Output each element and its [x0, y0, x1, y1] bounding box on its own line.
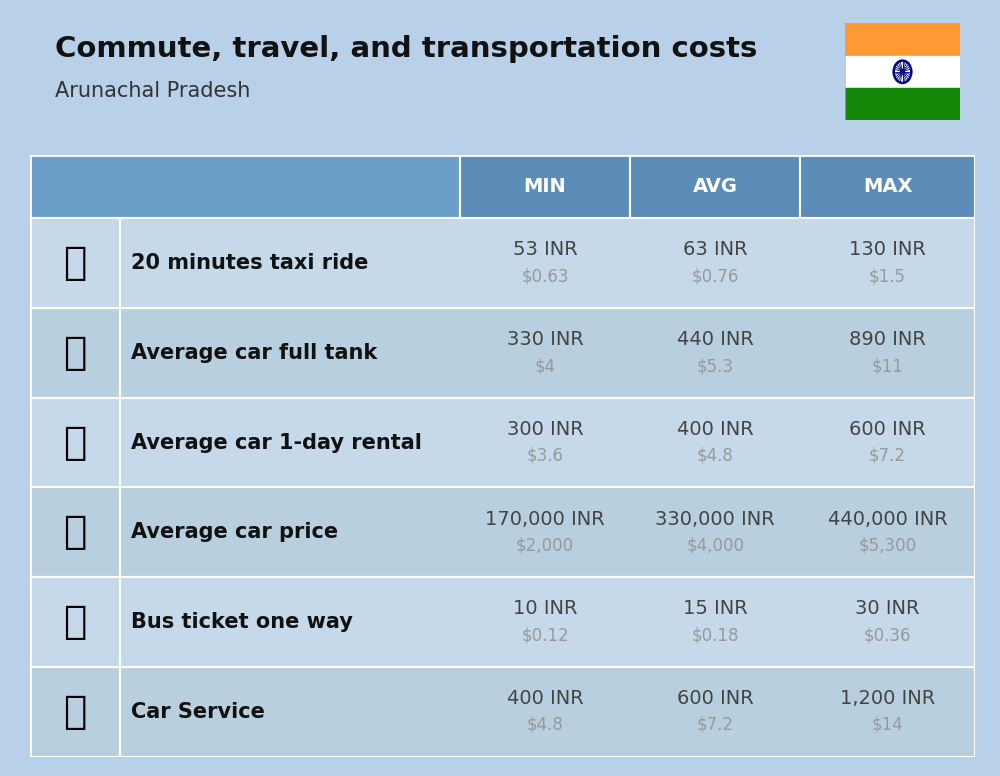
Text: 330,000 INR: 330,000 INR	[655, 510, 775, 528]
Bar	[845, 56, 960, 88]
Bar	[30, 308, 975, 398]
Bar	[845, 23, 960, 56]
Text: $4.8: $4.8	[527, 716, 563, 734]
Text: 15 INR: 15 INR	[683, 599, 748, 618]
Text: 440 INR: 440 INR	[677, 330, 754, 349]
Bar	[800, 155, 975, 218]
Text: $14: $14	[872, 716, 903, 734]
Text: $5.3: $5.3	[697, 357, 734, 375]
Text: 20 minutes taxi ride: 20 minutes taxi ride	[131, 253, 368, 273]
Text: $7.2: $7.2	[869, 447, 906, 465]
Text: 30 INR: 30 INR	[855, 599, 920, 618]
Text: Arunachal Pradesh: Arunachal Pradesh	[55, 81, 250, 102]
Text: 1,200 INR: 1,200 INR	[840, 689, 935, 708]
Text: 600 INR: 600 INR	[677, 689, 754, 708]
Text: 300 INR: 300 INR	[507, 420, 583, 439]
Text: 400 INR: 400 INR	[507, 689, 583, 708]
Text: 🚕: 🚕	[63, 244, 87, 282]
Text: $0.63: $0.63	[521, 268, 569, 286]
Bar	[30, 667, 975, 757]
Text: $0.12: $0.12	[521, 626, 569, 644]
Text: $4,000: $4,000	[686, 536, 744, 555]
Bar	[30, 218, 975, 308]
Text: 890 INR: 890 INR	[849, 330, 926, 349]
Text: 330 INR: 330 INR	[507, 330, 583, 349]
Circle shape	[901, 70, 904, 74]
Bar	[630, 155, 800, 218]
Text: 170,000 INR: 170,000 INR	[485, 510, 605, 528]
Bar	[460, 155, 630, 218]
Text: $3.6: $3.6	[527, 447, 564, 465]
Text: 130 INR: 130 INR	[849, 241, 926, 259]
Text: ⛽: ⛽	[63, 334, 87, 372]
Text: 🚗: 🚗	[63, 514, 87, 551]
Text: $4: $4	[534, 357, 556, 375]
Text: 400 INR: 400 INR	[677, 420, 754, 439]
Text: $1.5: $1.5	[869, 268, 906, 286]
Text: 600 INR: 600 INR	[849, 420, 926, 439]
Bar	[845, 88, 960, 120]
Text: Average car price: Average car price	[131, 522, 338, 542]
Text: $5,300: $5,300	[859, 536, 917, 555]
Text: 🚌: 🚌	[63, 603, 87, 641]
Text: 440,000 INR: 440,000 INR	[828, 510, 947, 528]
Text: $2,000: $2,000	[516, 536, 574, 555]
Text: Bus ticket one way: Bus ticket one way	[131, 612, 353, 632]
Text: Average car 1-day rental: Average car 1-day rental	[131, 432, 422, 452]
Text: $0.36: $0.36	[864, 626, 911, 644]
Text: MAX: MAX	[863, 177, 912, 196]
Text: 🔧: 🔧	[63, 693, 87, 731]
Text: Average car full tank: Average car full tank	[131, 343, 377, 363]
Text: $0.76: $0.76	[691, 268, 739, 286]
Text: $11: $11	[872, 357, 904, 375]
Text: Car Service: Car Service	[131, 702, 265, 722]
Bar	[30, 577, 975, 667]
Text: $7.2: $7.2	[697, 716, 734, 734]
Text: Commute, travel, and transportation costs: Commute, travel, and transportation cost…	[55, 35, 757, 63]
Text: MIN: MIN	[524, 177, 566, 196]
Text: 10 INR: 10 INR	[513, 599, 577, 618]
Bar	[30, 155, 460, 218]
Text: AVG: AVG	[693, 177, 738, 196]
Bar	[30, 398, 975, 487]
Text: 🚙: 🚙	[63, 424, 87, 462]
Text: 63 INR: 63 INR	[683, 241, 747, 259]
Text: $4.8: $4.8	[697, 447, 734, 465]
Text: $0.18: $0.18	[691, 626, 739, 644]
Text: 53 INR: 53 INR	[513, 241, 577, 259]
Bar	[30, 487, 975, 577]
